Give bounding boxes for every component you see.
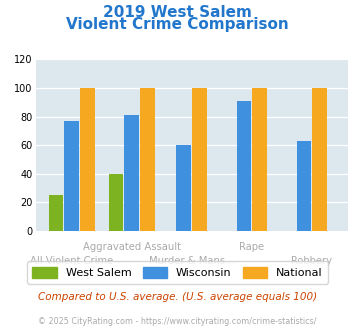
Bar xyxy=(252,88,267,231)
Text: Aggravated Assault: Aggravated Assault xyxy=(83,242,181,252)
Bar xyxy=(312,88,327,231)
Bar xyxy=(140,88,155,231)
Text: Compared to U.S. average. (U.S. average equals 100): Compared to U.S. average. (U.S. average … xyxy=(38,292,317,302)
Text: All Violent Crime: All Violent Crime xyxy=(30,256,113,266)
Bar xyxy=(176,145,191,231)
Bar xyxy=(80,88,94,231)
Text: © 2025 CityRating.com - https://www.cityrating.com/crime-statistics/: © 2025 CityRating.com - https://www.city… xyxy=(38,317,317,326)
Text: Robbery: Robbery xyxy=(291,256,332,266)
Bar xyxy=(49,195,63,231)
Bar xyxy=(297,141,311,231)
Bar xyxy=(64,121,79,231)
Text: Rape: Rape xyxy=(239,242,264,252)
Bar xyxy=(192,88,207,231)
Bar xyxy=(109,174,124,231)
Legend: West Salem, Wisconsin, National: West Salem, Wisconsin, National xyxy=(27,261,328,283)
Bar xyxy=(124,115,139,231)
Text: Murder & Mans...: Murder & Mans... xyxy=(149,256,235,266)
Text: 2019 West Salem: 2019 West Salem xyxy=(103,5,252,20)
Text: Violent Crime Comparison: Violent Crime Comparison xyxy=(66,16,289,31)
Bar xyxy=(236,101,251,231)
